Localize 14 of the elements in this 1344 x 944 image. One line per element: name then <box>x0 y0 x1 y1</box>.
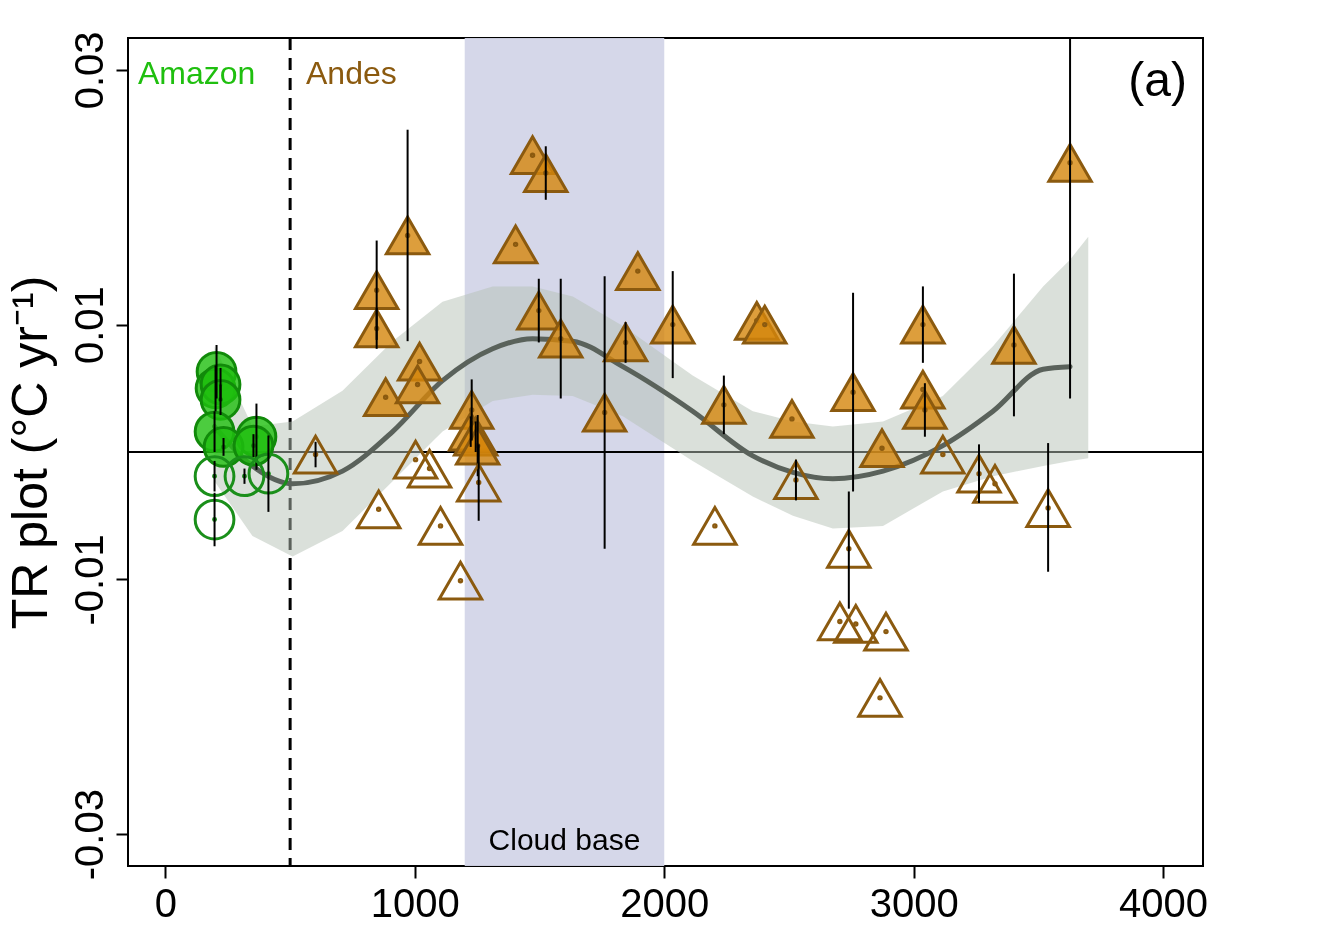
x-tick-label: 1000 <box>370 880 460 925</box>
x-tick-label: 4000 <box>1119 880 1209 925</box>
y-tick-label: 0.03 <box>66 31 111 110</box>
annotation: Amazon <box>138 55 256 91</box>
x-tick-label: 3000 <box>869 880 959 925</box>
band-label: Cloud base <box>488 823 641 856</box>
annotation: Andes <box>306 55 397 91</box>
y-tick-label: -0.03 <box>66 789 111 881</box>
x-tick-label: 0 <box>154 880 178 925</box>
annotation: (a) <box>1128 53 1187 106</box>
y-tick-label: -0.01 <box>66 534 111 626</box>
x-tick-label: 2000 <box>620 880 710 925</box>
y-axis-title: TR plot (°C yr⁻¹) <box>1 275 58 630</box>
y-tick-label: 0.01 <box>66 286 111 365</box>
